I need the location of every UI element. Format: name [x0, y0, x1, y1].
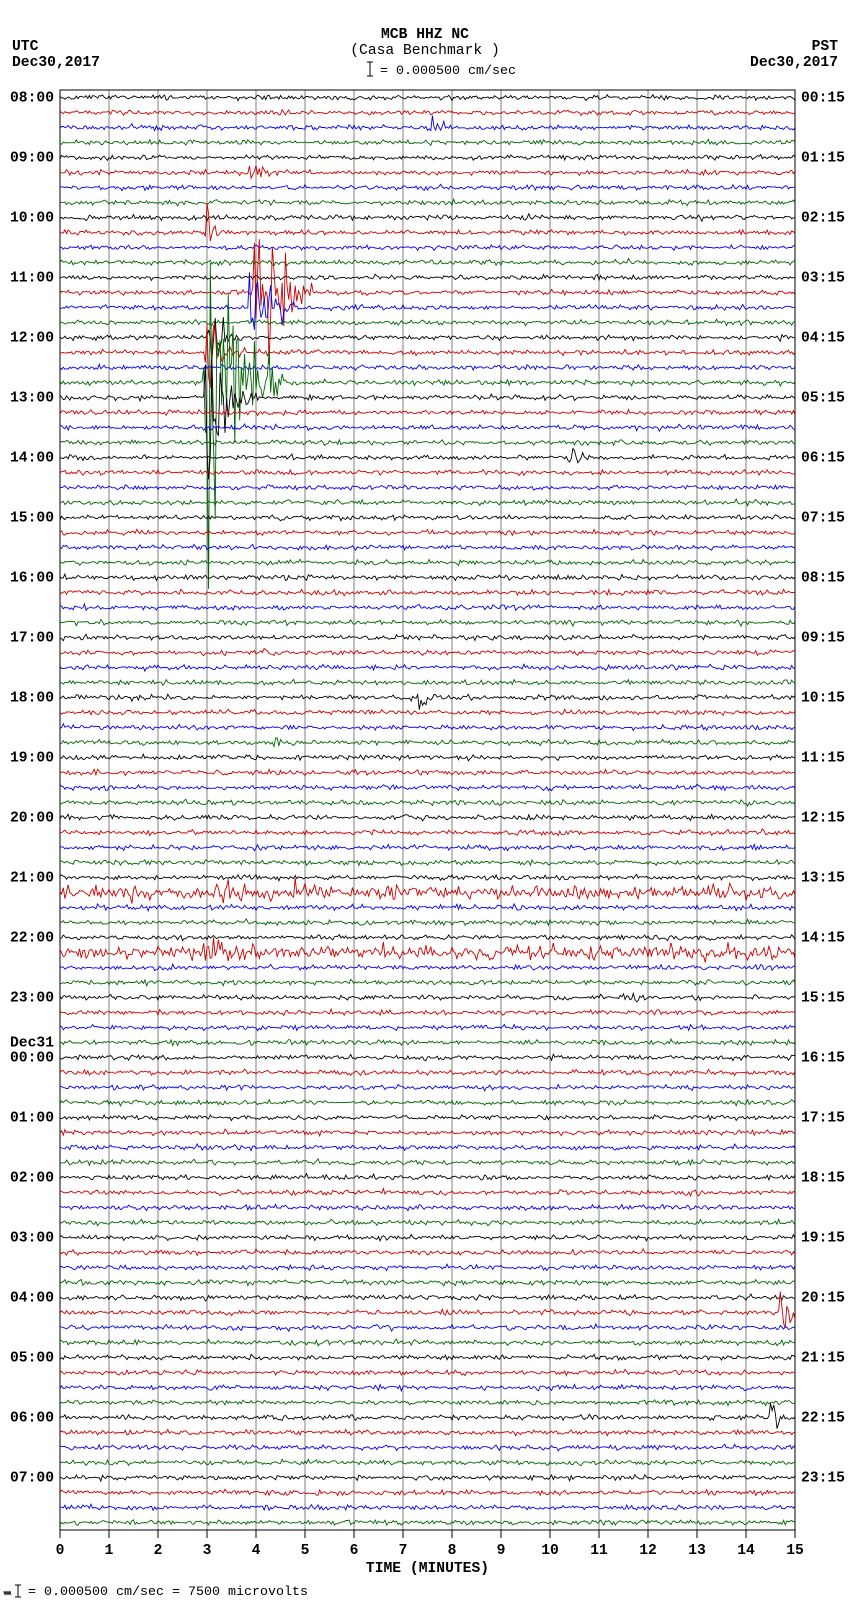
utc-hour-label: 19:00	[10, 751, 54, 767]
seismogram-helicorder: MCB HHZ NC(Casa Benchmark ) = 0.000500 cm…	[0, 0, 850, 1613]
pst-hour-label: 18:15	[801, 1171, 845, 1187]
pst-hour-label: 05:15	[801, 391, 845, 407]
utc-hour-label: 09:00	[10, 151, 54, 167]
helicorder-svg: MCB HHZ NC(Casa Benchmark ) = 0.000500 cm…	[0, 0, 850, 1613]
x-tick-label: 3	[203, 1543, 212, 1559]
pst-hour-label: 12:15	[801, 811, 845, 827]
right-date: Dec30,2017	[750, 55, 838, 71]
utc-hour-label: 11:00	[10, 271, 54, 287]
x-tick-label: 10	[541, 1543, 559, 1559]
utc-hour-label: 00:00	[10, 1051, 54, 1067]
x-axis-label: TIME (MINUTES)	[366, 1561, 489, 1577]
utc-hour-label: 16:00	[10, 571, 54, 587]
x-tick-label: 4	[252, 1543, 261, 1559]
utc-hour-label: 01:00	[10, 1111, 54, 1127]
utc-hour-label: 07:00	[10, 1471, 54, 1487]
pst-hour-label: 11:15	[801, 751, 845, 767]
x-tick-label: 15	[786, 1543, 804, 1559]
utc-hour-label: 20:00	[10, 811, 54, 827]
utc-hour-label: 06:00	[10, 1411, 54, 1427]
right-tz-label: PST	[812, 39, 839, 55]
utc-hour-label: 03:00	[10, 1231, 54, 1247]
x-tick-label: 0	[56, 1543, 65, 1559]
x-tick-label: 9	[497, 1543, 506, 1559]
utc-hour-label: 05:00	[10, 1351, 54, 1367]
utc-hour-label: 14:00	[10, 451, 54, 467]
utc-hour-label: 13:00	[10, 391, 54, 407]
x-tick-label: 5	[301, 1543, 310, 1559]
pst-hour-label: 14:15	[801, 931, 845, 947]
utc-hour-label: 08:00	[10, 91, 54, 107]
x-tick-label: 7	[399, 1543, 408, 1559]
utc-hour-label: Dec31	[10, 1036, 54, 1052]
pst-hour-label: 15:15	[801, 991, 845, 1007]
pst-hour-label: 20:15	[801, 1291, 845, 1307]
x-tick-label: 8	[448, 1543, 457, 1559]
utc-hour-label: 15:00	[10, 511, 54, 527]
pst-hour-label: 02:15	[801, 211, 845, 227]
pst-hour-label: 23:15	[801, 1471, 845, 1487]
pst-hour-label: 04:15	[801, 331, 845, 347]
pst-hour-label: 21:15	[801, 1351, 845, 1367]
pst-hour-label: 03:15	[801, 271, 845, 287]
x-tick-label: 1	[105, 1543, 114, 1559]
pst-hour-label: 17:15	[801, 1111, 845, 1127]
utc-hour-label: 23:00	[10, 991, 54, 1007]
pst-hour-label: 08:15	[801, 571, 845, 587]
pst-hour-label: 07:15	[801, 511, 845, 527]
pst-hour-label: 16:15	[801, 1051, 845, 1067]
pst-hour-label: 10:15	[801, 691, 845, 707]
utc-hour-label: 21:00	[10, 871, 54, 887]
utc-hour-label: 22:00	[10, 931, 54, 947]
pst-hour-label: 06:15	[801, 451, 845, 467]
footer-calib-text: = 0.000500 cm/sec = 7500 microvolts	[28, 1585, 308, 1600]
utc-hour-label: 10:00	[10, 211, 54, 227]
utc-hour-label: 02:00	[10, 1171, 54, 1187]
pst-hour-label: 00:15	[801, 91, 845, 107]
left-tz-label: UTC	[12, 39, 39, 55]
station-line: MCB HHZ NC	[381, 27, 469, 43]
scale-marker-text: = 0.000500 cm/sec	[380, 64, 516, 79]
x-tick-label: 2	[154, 1543, 163, 1559]
pst-hour-label: 13:15	[801, 871, 845, 887]
utc-hour-label: 12:00	[10, 331, 54, 347]
pst-hour-label: 01:15	[801, 151, 845, 167]
location-line: (Casa Benchmark )	[350, 43, 500, 59]
x-tick-label: 14	[737, 1543, 755, 1559]
x-tick-label: 11	[590, 1543, 608, 1559]
x-tick-label: 6	[350, 1543, 359, 1559]
utc-hour-label: 04:00	[10, 1291, 54, 1307]
pst-hour-label: 22:15	[801, 1411, 845, 1427]
pst-hour-label: 19:15	[801, 1231, 845, 1247]
left-date: Dec30,2017	[12, 55, 100, 71]
x-tick-label: 13	[688, 1543, 706, 1559]
utc-hour-label: 18:00	[10, 691, 54, 707]
utc-hour-label: 17:00	[10, 631, 54, 647]
x-tick-label: 12	[639, 1543, 657, 1559]
pst-hour-label: 09:15	[801, 631, 845, 647]
